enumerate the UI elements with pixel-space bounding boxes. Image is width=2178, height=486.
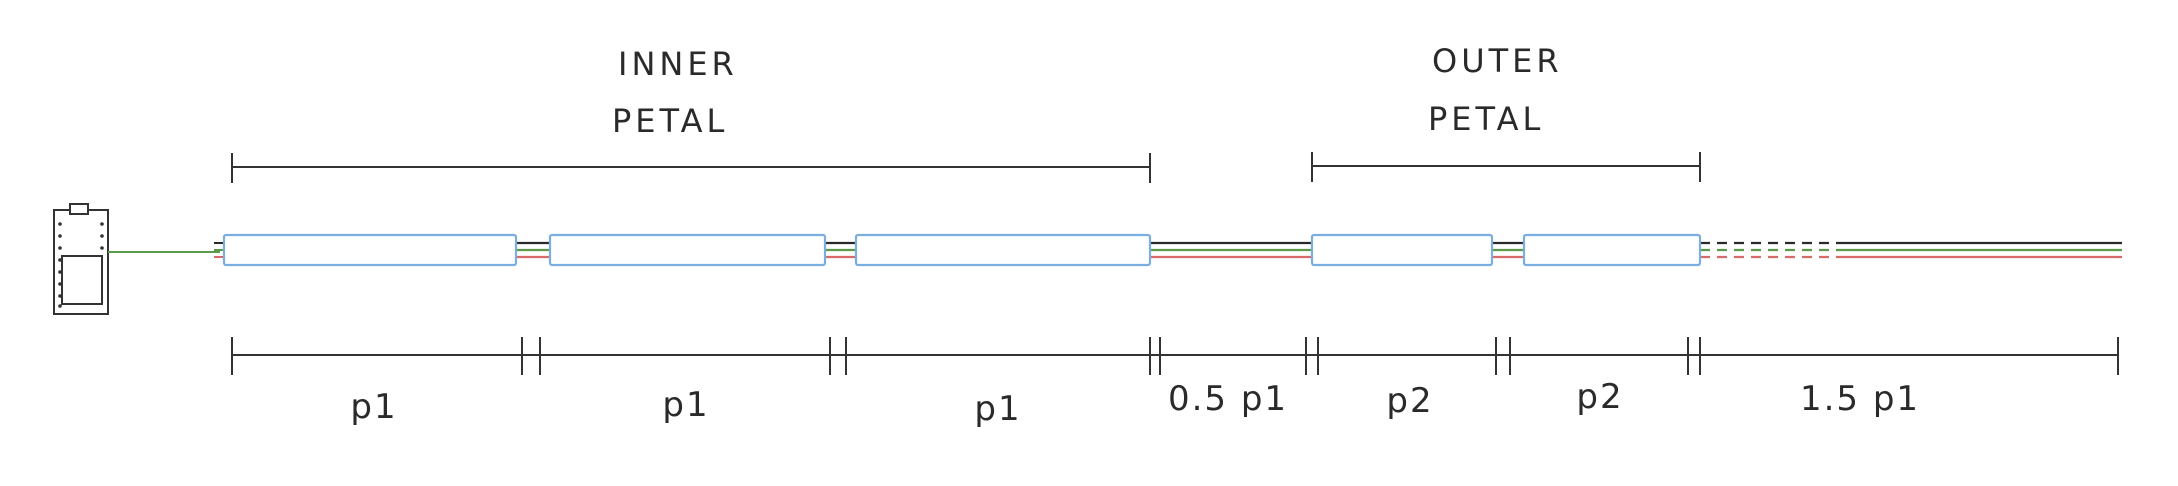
led-strip-1: [222, 233, 518, 267]
inner-petal-heading-line1: INNER: [618, 45, 738, 83]
wires: [214, 241, 2122, 259]
led-strip-4: [1310, 233, 1494, 267]
controller-board: [53, 203, 109, 315]
led-strip-3: [854, 233, 1152, 267]
led-strip-2: [548, 233, 827, 267]
inner-petal-heading-line2: PETAL: [612, 102, 728, 140]
led-strips: [222, 233, 1702, 267]
segment-label-1: p1: [350, 387, 397, 427]
segment-label-4: 0.5 p1: [1168, 379, 1288, 419]
segment-label-5: p2: [1386, 381, 1433, 421]
segment-label-3: p1: [974, 389, 1021, 429]
dimension-line: [231, 337, 2119, 375]
led-strip-5: [1522, 233, 1702, 267]
outer-petal-heading-line1: OUTER: [1432, 42, 1563, 80]
segment-label-6: p2: [1576, 377, 1623, 417]
segment-label-7: 1.5 p1: [1800, 379, 1920, 419]
outer-petal-heading-line2: PETAL: [1428, 100, 1544, 138]
group-brackets: [231, 152, 1701, 183]
segment-label-2: p1: [662, 385, 709, 425]
